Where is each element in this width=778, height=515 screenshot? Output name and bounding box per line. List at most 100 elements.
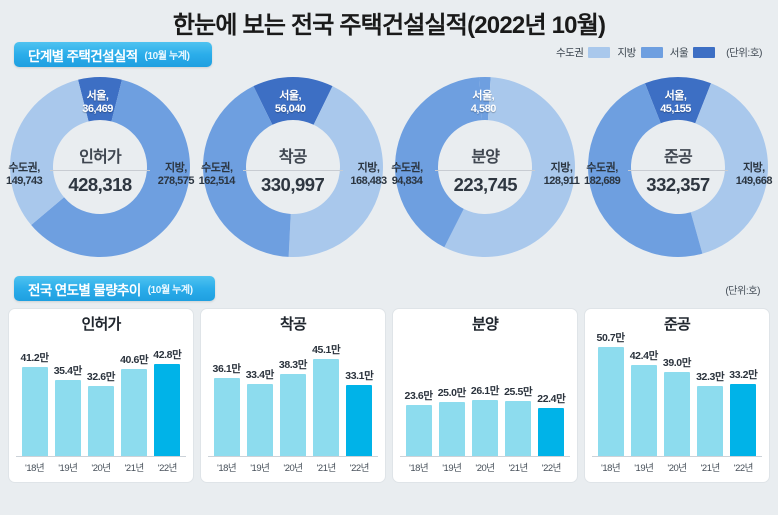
bar-column: 42.4만 bbox=[630, 337, 658, 456]
section-badge-trend-title: 전국 연도별 물량추이 bbox=[28, 282, 141, 298]
donut-label-sudogwon-completions: 수도권, 182,689 bbox=[584, 162, 621, 188]
bar-chart-title-starts: 착공 bbox=[279, 316, 307, 333]
bar-axis-starts: '18년 '19년 '20년 '21년 '22년 bbox=[208, 457, 378, 474]
bar-chart-title-completions: 준공 bbox=[663, 316, 691, 333]
bar-value-label: 41.2만 bbox=[20, 352, 50, 364]
bar-axis-tick: '20년 bbox=[667, 463, 687, 474]
donut-svg-offerings bbox=[395, 77, 576, 257]
donut-slices-completions bbox=[587, 77, 768, 257]
donut-label-jibang-value-permits: 278,575 bbox=[157, 175, 195, 187]
bar-column: 36.1만 bbox=[212, 337, 242, 456]
donut-label-jibang-value-starts: 168,483 bbox=[350, 175, 387, 187]
bar-column: 33.1만 bbox=[345, 337, 374, 456]
bar-value-label: 32.6만 bbox=[86, 371, 116, 383]
bar-value-label: 25.0만 bbox=[437, 387, 467, 399]
donut-label-jibang-value-offerings: 128,911 bbox=[543, 175, 580, 187]
donut-slices-permits bbox=[9, 77, 190, 257]
bar-rect bbox=[121, 369, 148, 456]
donut-chart-starts: 서울, 56,040 수도권, 162,514 지방, 168,483 착공 3… bbox=[197, 74, 389, 270]
bar-value-label: 23.6만 bbox=[404, 390, 434, 402]
bar-rect bbox=[697, 386, 724, 456]
bar-axis-tick: '21년 bbox=[508, 463, 529, 474]
legend-label-sudogwon: 수도권 bbox=[555, 47, 584, 59]
bar-rect bbox=[246, 384, 273, 456]
bar-rect bbox=[597, 347, 624, 456]
bar-value-label: 36.1만 bbox=[212, 363, 242, 375]
bar-column: 32.6만 bbox=[86, 337, 116, 456]
donut-label-sudogwon-offerings: 수도권, 94,834 bbox=[391, 162, 423, 188]
bar-axis-tick: '21년 bbox=[700, 463, 721, 474]
bar-plot-permits: 41.2만 35.4만 32.6만 40.6만 42.8만 bbox=[16, 337, 186, 457]
donut-chart-offerings: 서울, 4,580 수도권, 94,834 지방, 128,911 분양 223… bbox=[389, 74, 581, 270]
donut-label-sudogwon-value-starts: 162,514 bbox=[198, 175, 236, 187]
section-badge-stages: 단계별 주택건설실적 (10월 누계) bbox=[14, 42, 212, 67]
bar-chart-starts: 착공 36.1만 33.4만 38.3만 45.1만 33.1만 '18년 '19년 '20… bbox=[200, 308, 386, 483]
bar-rect bbox=[313, 359, 340, 456]
legend-swatch-seoul bbox=[693, 47, 716, 58]
donut-label-jibang-permits: 지방, 278,575 bbox=[157, 162, 195, 188]
donut-label-seoul-name-permits: 서울, bbox=[86, 90, 109, 102]
bar-chart-title-offerings: 분양 bbox=[471, 316, 499, 333]
section-badge-stages-title: 단계별 주택건설실적 bbox=[28, 48, 138, 64]
donut-label-sudogwon-name-offerings: 수도권, bbox=[391, 162, 423, 174]
bar-value-label: 25.5만 bbox=[504, 386, 533, 398]
bar-column: 40.6만 bbox=[120, 337, 149, 456]
donut-label-jibang-name-starts: 지방, bbox=[357, 162, 380, 174]
donut-svg-completions bbox=[587, 77, 768, 257]
donut-svg-permits bbox=[9, 77, 190, 257]
bar-plot-offerings: 23.6만 25.0만 26.1만 25.5만 22.4만 bbox=[400, 337, 570, 457]
section-badge-trend: 전국 연도별 물량추이 (10월 누계) bbox=[14, 276, 215, 301]
trend-unit: (단위:호) bbox=[725, 286, 760, 297]
legend-unit: (단위:호) bbox=[726, 47, 762, 59]
donut-label-seoul-value-completions: 45,155 bbox=[660, 103, 691, 115]
bar-rect bbox=[154, 364, 181, 456]
bar-value-label: 40.6만 bbox=[120, 354, 149, 366]
bar-chart-permits: 인허가 41.2만 35.4만 32.6만 40.6만 42.8만 '18년 '19년 '2… bbox=[8, 308, 194, 483]
donut-label-seoul-offerings: 서울, 4,580 bbox=[470, 90, 497, 116]
bar-column: 50.7만 bbox=[597, 332, 625, 456]
donut-slice-수도권 bbox=[9, 79, 89, 225]
bar-chart-offerings: 분양 23.6만 25.0만 26.1만 25.5만 22.4만 '18년 '19년 '20… bbox=[392, 308, 578, 483]
bar-axis-tick: '19년 bbox=[634, 463, 654, 474]
donut-slice-서울 bbox=[479, 77, 491, 121]
bar-axis-tick: '18년 bbox=[409, 463, 429, 474]
bar-rect bbox=[346, 385, 373, 456]
bar-value-label: 32.3만 bbox=[696, 371, 725, 383]
section-badge-trend-subtitle: (10월 누계) bbox=[147, 285, 193, 296]
bar-axis-tick: '19년 bbox=[442, 463, 462, 474]
donut-chart-permits: 서울, 36,469 수도권, 149,743 지방, 278,575 인허가 … bbox=[4, 74, 196, 270]
bar-value-label: 42.8만 bbox=[153, 349, 182, 361]
donut-label-seoul-value-offerings: 4,580 bbox=[470, 103, 497, 115]
section-header-trend: 전국 연도별 물량추이 (10월 누계) (단위:호) bbox=[8, 276, 770, 306]
bar-chart-row: 인허가 41.2만 35.4만 32.6만 40.6만 42.8만 '18년 '19년 '2… bbox=[0, 306, 778, 483]
bar-value-label: 39.0만 bbox=[662, 357, 692, 369]
legend-item-seoul: 서울 bbox=[669, 45, 716, 60]
donut-label-seoul-name-completions: 서울, bbox=[664, 90, 687, 102]
donut-slice-지방 bbox=[690, 83, 768, 254]
bar-axis-tick: '22년 bbox=[349, 463, 370, 474]
donut-label-seoul-value-permits: 36,469 bbox=[82, 103, 113, 115]
bar-rect bbox=[438, 402, 465, 456]
donut-slice-지방 bbox=[288, 86, 383, 257]
donut-label-jibang-completions: 지방, 149,668 bbox=[736, 162, 773, 188]
bar-column: 22.4만 bbox=[537, 337, 566, 456]
bar-value-label: 33.1만 bbox=[345, 370, 374, 382]
bar-plot-completions: 50.7만 42.4만 39.0만 32.3만 33.2만 bbox=[592, 332, 762, 457]
donut-slice-지방 bbox=[31, 79, 190, 257]
legend-label-seoul: 서울 bbox=[669, 47, 689, 59]
bar-rect bbox=[630, 365, 657, 456]
bar-axis-completions: '18년 '19년 '20년 '21년 '22년 bbox=[592, 457, 762, 474]
donut-label-sudogwon-name-permits: 수도권, bbox=[8, 162, 40, 174]
bar-plot-starts: 36.1만 33.4만 38.3만 45.1만 33.1만 bbox=[208, 337, 378, 457]
legend-swatch-jibang bbox=[640, 47, 663, 58]
donut-label-seoul-name-starts: 서울, bbox=[279, 90, 302, 102]
donut-chart-row: 서울, 36,469 수도권, 149,743 지방, 278,575 인허가 … bbox=[0, 72, 778, 272]
bar-value-label: 33.2만 bbox=[729, 369, 758, 381]
bar-column: 26.1만 bbox=[471, 337, 499, 456]
donut-label-seoul-name-offerings: 서울, bbox=[472, 90, 495, 102]
bar-chart-completions: 준공 50.7만 42.4만 39.0만 32.3만 33.2만 '18년 '19년 '20… bbox=[584, 308, 770, 483]
section-badge-stages-subtitle: (10월 누계) bbox=[144, 51, 190, 62]
donut-label-sudogwon-value-permits: 149,743 bbox=[6, 175, 43, 187]
bar-rect bbox=[538, 408, 565, 456]
bar-rect bbox=[54, 380, 81, 456]
